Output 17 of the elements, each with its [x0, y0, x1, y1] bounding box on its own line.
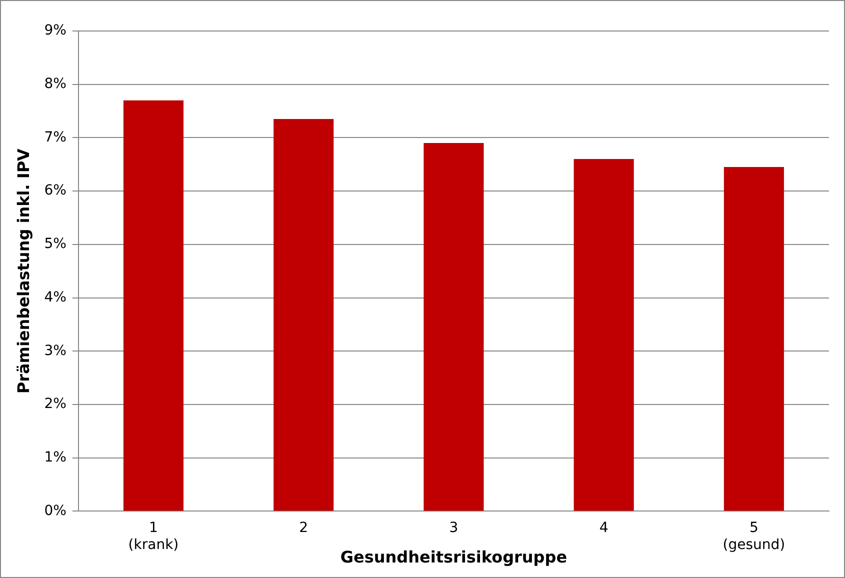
y-tick-label: 0% — [44, 502, 66, 519]
y-tick-label: 9% — [44, 22, 66, 39]
x-tick-label: 5 (gesund) — [722, 520, 786, 554]
x-axis-title: Gesundheitsrisikogruppe — [340, 548, 568, 567]
y-axis-title: Prämienbelastung inkl. IPV — [14, 148, 33, 394]
y-tick-label: 2% — [44, 396, 66, 412]
x-tick-label: 4 — [599, 520, 608, 536]
x-tick-label: 2 — [299, 520, 308, 536]
x-tick-label: 1 (krank) — [128, 520, 179, 554]
y-tick-label: 7% — [44, 129, 66, 146]
y-tick-label: 1% — [44, 449, 66, 466]
y-tick-label: 3% — [44, 342, 66, 359]
y-tick-label: 6% — [44, 182, 66, 199]
x-tick-label: 3 — [449, 520, 458, 536]
y-tick-label: 8% — [44, 76, 66, 92]
y-tick-label: 4% — [44, 289, 66, 306]
y-tick-label: 5% — [44, 236, 66, 252]
